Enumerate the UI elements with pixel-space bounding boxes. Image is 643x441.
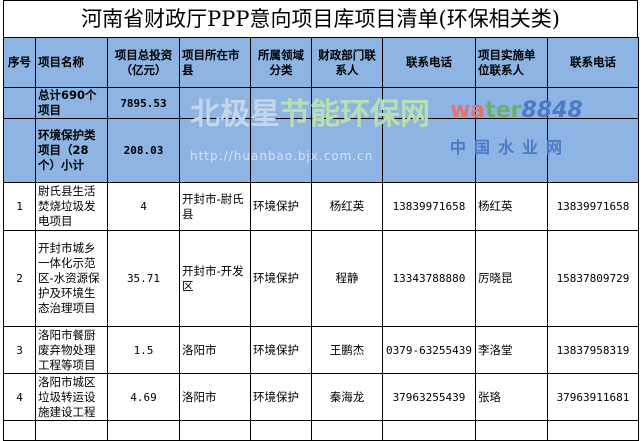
header-unit-contact: 项目实施单位联系人 xyxy=(475,37,548,88)
cell-investment: 4 xyxy=(107,182,180,231)
cell-empty xyxy=(311,420,383,441)
cell-location: 开封市-开发区 xyxy=(179,230,251,327)
cell-field: 环境保护 xyxy=(250,373,312,421)
header-unit-phone: 联系电话 xyxy=(547,37,639,88)
cell-row-number: 4 xyxy=(3,373,36,421)
cell-empty xyxy=(250,420,312,441)
cell-empty xyxy=(35,420,108,441)
header-row: 序号 项目名称 项目总投资（亿元） 项目所在市县 所属领域分类 财政部门联系人 … xyxy=(3,37,639,88)
cell-field: 环境保护 xyxy=(250,230,312,327)
cell-empty xyxy=(475,420,548,441)
cell-empty xyxy=(547,420,639,441)
header-investment: 项目总投资（亿元） xyxy=(107,37,180,88)
table-row: 1 尉氏县生活焚烧垃圾发电项目 4 开封市-尉氏县 环境保护 杨红英 13839971658… xyxy=(3,182,639,231)
subtotal-investment: 208.03 xyxy=(107,118,180,183)
cell-finance-phone: 37963255439 xyxy=(382,373,476,421)
cell-investment: 1.5 xyxy=(107,326,180,374)
cell-location: 开封市-尉氏县 xyxy=(179,182,251,231)
cell-row-number: 3 xyxy=(3,326,36,374)
cell-row-number: 2 xyxy=(3,230,36,327)
cell-unit-phone: 15837809729 xyxy=(547,230,639,327)
project-table: 序号 项目名称 项目总投资（亿元） 项目所在市县 所属领域分类 财政部门联系人 … xyxy=(3,37,639,441)
cell-location: 洛阳市 xyxy=(179,326,251,374)
cell-project-name: 洛阳市城区垃圾转运设施建设工程 xyxy=(35,373,108,421)
cell-unit-phone: 37963911681 xyxy=(547,373,639,421)
cell-investment: 35.71 xyxy=(107,230,180,327)
table-row: 4 洛阳市城区垃圾转运设施建设工程 4.69 洛阳市 环境保护 秦海龙 3796325543… xyxy=(3,373,639,421)
cell-empty xyxy=(382,420,476,441)
cell-project-name: 洛阳市餐厨废弃物处理工程等项目 xyxy=(35,326,108,374)
table-row: 3 洛阳市餐厨废弃物处理工程等项目 1.5 洛阳市 环境保护 王鹏杰 0379-632554… xyxy=(3,326,639,374)
cell-location: 洛阳市 xyxy=(179,373,251,421)
cell-finance-contact: 杨红英 xyxy=(311,182,383,231)
cell-empty xyxy=(107,420,180,441)
cell-unit-phone: 13839971658 xyxy=(547,182,639,231)
cell-finance-phone: 0379-63255439 xyxy=(382,326,476,374)
cell-project-name: 尉氏县生活焚烧垃圾发电项目 xyxy=(35,182,108,231)
subtotal-label: 环境保护类项目（28个）小计 xyxy=(35,118,108,183)
cell-project-name: 开封市城乡一体化示范区-水资源保护及环境生态治理项目 xyxy=(35,230,108,327)
cell-unit-contact: 厉晓昆 xyxy=(475,230,548,327)
subtotal-row: 环境保护类项目（28个）小计 208.03 xyxy=(3,118,639,183)
cell-unit-phone: 13837958319 xyxy=(547,326,639,374)
cell-empty xyxy=(179,420,251,441)
cell-unit-contact: 李洛堂 xyxy=(475,326,548,374)
sheet-title: 河南省财政厅PPP意向项目库项目清单(环保相关类) xyxy=(3,0,638,37)
cell-field: 环境保护 xyxy=(250,182,312,231)
header-field: 所属领域分类 xyxy=(250,37,312,88)
table-row: 2 开封市城乡一体化示范区-水资源保护及环境生态治理项目 35.71 开封市-开发区环… xyxy=(3,230,639,327)
cell-empty xyxy=(3,420,36,441)
header-finance-contact: 财政部门联系人 xyxy=(311,37,383,88)
header-finance-phone: 联系电话 xyxy=(382,37,476,88)
cell-finance-contact: 王鹏杰 xyxy=(311,326,383,374)
cell-unit-contact: 杨红英 xyxy=(475,182,548,231)
cell-finance-phone: 13839971658 xyxy=(382,182,476,231)
cell-field: 环境保护 xyxy=(250,326,312,374)
total-label: 总计690个项目 xyxy=(35,87,108,119)
total-row: 总计690个项目 7895.53 xyxy=(3,87,639,119)
header-no: 序号 xyxy=(3,37,36,88)
cell-unit-contact: 张珞 xyxy=(475,373,548,421)
total-investment: 7895.53 xyxy=(107,87,180,119)
cell-finance-contact: 秦海龙 xyxy=(311,373,383,421)
header-name: 项目名称 xyxy=(35,37,108,88)
cell-row-number: 1 xyxy=(3,182,36,231)
cell-finance-phone: 13343788880 xyxy=(382,230,476,327)
table-row-partial xyxy=(3,420,639,441)
cell-investment: 4.69 xyxy=(107,373,180,421)
header-location: 项目所在市县 xyxy=(179,37,251,88)
cell-finance-contact: 程静 xyxy=(311,230,383,327)
